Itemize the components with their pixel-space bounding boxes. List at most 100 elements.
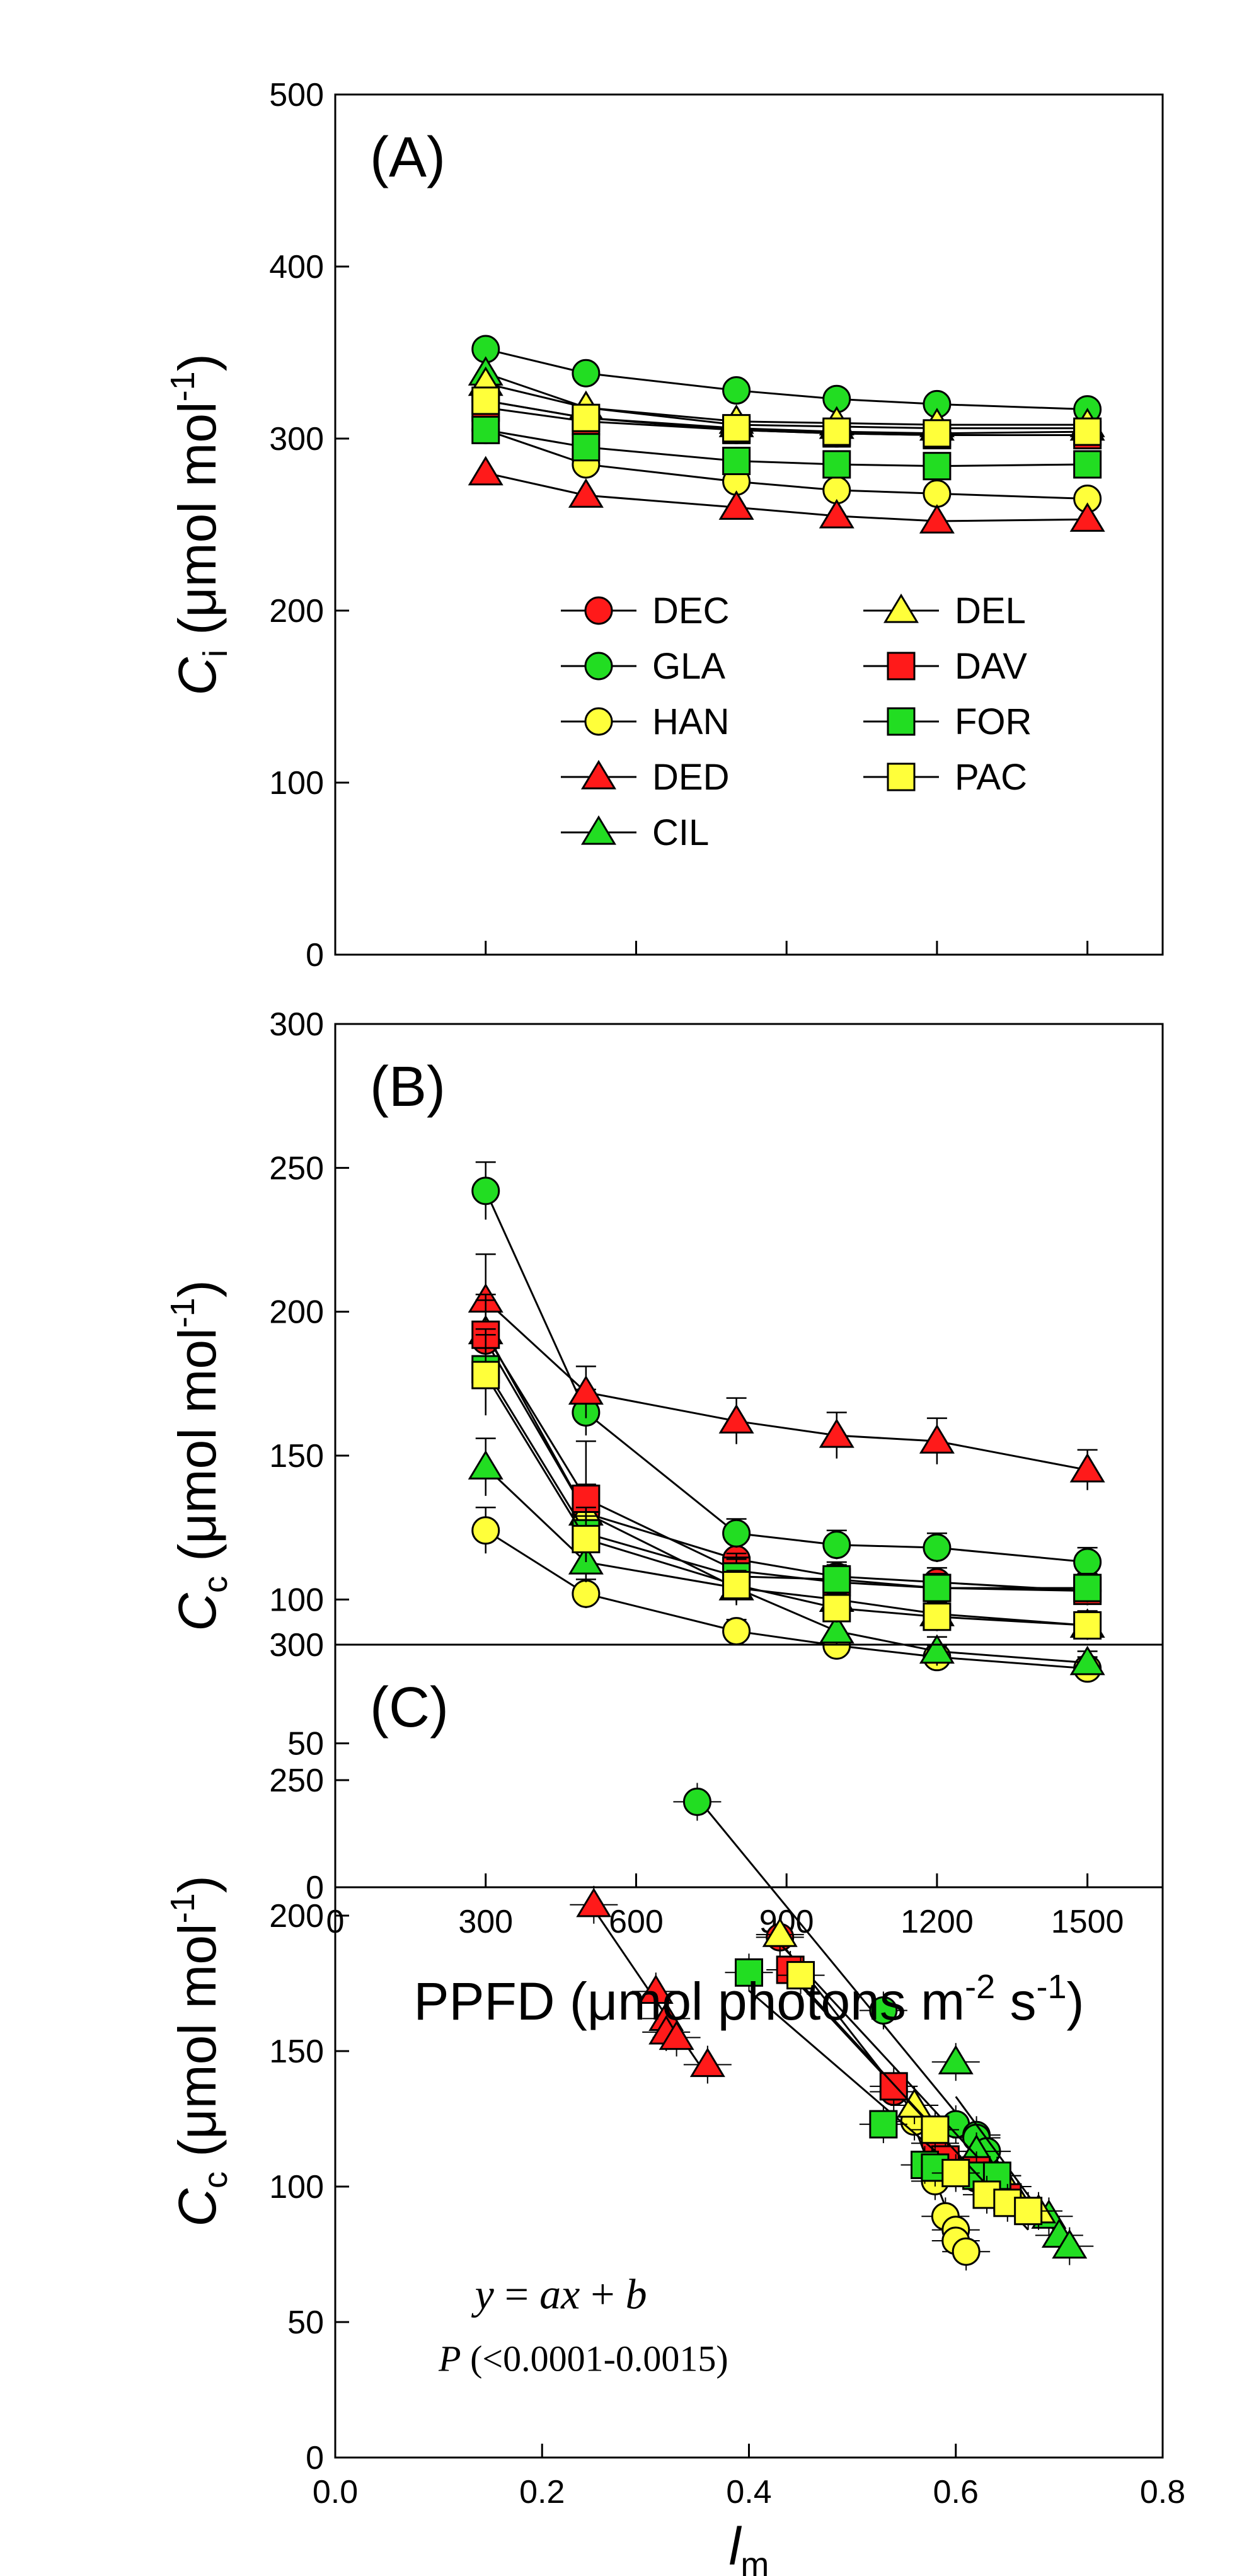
series-line [485,428,1088,468]
legend: DEC GLA HAN DED CIL DEL DAV FOR PAC [561,590,1032,853]
legend-marker [887,652,916,681]
equation-plus: + [580,2270,625,2318]
series-cil [468,356,1105,441]
x-tick-label: 0.2 [519,2474,565,2510]
y-axis-title-unit: (μmol mol [168,1328,227,1576]
equation-y: y [471,2270,495,2318]
data-point [869,2110,898,2139]
data-point [897,2088,933,2118]
data-point [921,2115,950,2144]
panel-a: 0 100 200 300 400 500 Ci (μmol mol-1) (A) DEC GLA… [164,77,1164,974]
series-gla [673,1783,1011,2171]
data-point [1073,1573,1102,1602]
p-value-text: (<0.0001-0.0015) [461,2338,728,2379]
data-point [819,1614,854,1644]
data-point [735,1958,763,1987]
y-axis-title-superscript: -1 [164,371,202,401]
series-line [485,1529,1088,1670]
y-axis-title: Cc (μmol mol-1) [164,1875,234,2226]
legend-item-pac: PAC [863,757,1027,798]
y-tick-label: 0 [306,937,324,974]
y-tick-label: 200 [269,1294,324,1331]
data-point [576,1887,612,1918]
legend-label: FOR [955,701,1032,742]
series-line [485,348,1088,411]
series-line [485,472,1088,522]
x-axis-title-ppfd: PPFD (μmol photons m-2 s-1) [413,1968,1084,2031]
data-point [1073,417,1102,446]
legend-item-dec: DEC [561,590,729,631]
series-ded [570,1885,732,2084]
x-axis-title-main: PPFD (μmol photons m [413,1972,965,2031]
y-tick-label: 400 [269,249,324,285]
equation-b: b [626,2270,647,2318]
data-point [923,452,952,481]
data-point [659,2020,694,2050]
legend-marker [580,759,617,790]
legend-item-ded: DED [561,757,729,798]
data-point [1073,1611,1102,1640]
p-value: P (<0.0001-0.0015) [438,2338,728,2379]
legend-label: CIL [652,812,709,853]
p-value-symbol: P [438,2338,461,2379]
series-dav [471,1299,1102,1606]
data-point [572,1524,601,1553]
data-point [722,376,751,405]
series-line [485,1190,1088,1563]
legend-label: HAN [652,701,729,742]
legend-marker [584,652,613,681]
legend-label: PAC [955,757,1027,798]
y-axis-title-superscript: -1 [164,1893,202,1923]
data-point [822,1565,851,1594]
y-tick-label: 0 [306,2440,324,2476]
series-for [471,415,1102,481]
data-point [722,1617,751,1646]
y-tick-label: 100 [269,1582,324,1618]
data-point [923,1602,952,1631]
series-gla [471,1161,1102,1577]
data-point [471,1176,500,1205]
data-point [786,1961,815,1990]
legend-marker [580,815,617,845]
data-point [471,386,500,415]
data-point [568,1375,604,1405]
series-line [485,406,1088,437]
regression-equation: y = ax + b [471,2270,647,2318]
data-point [1073,1548,1102,1577]
y-axis-title-subscript: c [197,1576,234,1593]
x-axis-title-lm: lm [729,2517,769,2576]
data-point [718,490,754,520]
y-axis-title-end: ) [168,1875,227,1893]
x-axis-title-sup1: -2 [965,1968,995,2006]
panel-label: (C) [370,1676,449,1739]
equation-ax: ax [539,2270,580,2318]
data-point [682,1787,711,1816]
series-gla [471,335,1102,424]
series-line [485,382,1088,426]
data-point [1069,502,1105,532]
data-point [869,1996,898,2025]
y-tick-label: 200 [269,593,324,630]
series-line [485,1369,1088,1589]
data-point [468,1450,503,1480]
series-line [485,372,1088,430]
panel-label: (B) [370,1055,446,1118]
y-tick-label: 150 [269,2033,324,2070]
data-point [762,1918,798,1947]
y-tick-label: 50 [287,1726,324,1762]
data-point [572,433,601,462]
series-pac [471,1333,1102,1640]
series-for [725,1953,1021,2205]
x-tick-label: 0.0 [313,2474,358,2510]
legend-item-del: DEL [863,590,1026,631]
y-tick-label: 50 [287,2304,324,2341]
data-point [941,2159,970,2187]
y-axis-title-end: ) [168,354,227,371]
series-line [485,1299,1088,1471]
y-tick-label: 150 [269,1438,324,1475]
y-tick-label: 100 [269,2169,324,2205]
series-ded [468,1253,1105,1490]
legend-item-han: HAN [561,701,729,742]
